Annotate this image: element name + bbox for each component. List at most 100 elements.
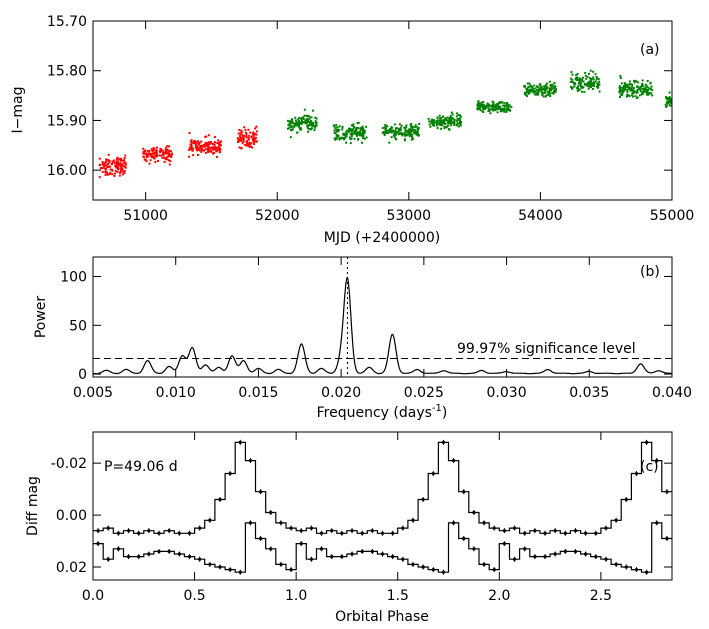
data-point [407, 133, 410, 136]
data-point [114, 161, 117, 164]
data-point [213, 151, 216, 154]
data-point [621, 86, 624, 89]
data-point [628, 94, 631, 97]
data-point [251, 146, 254, 149]
data-point [164, 157, 167, 160]
data-point [400, 131, 403, 134]
data-point [477, 100, 480, 103]
data-point [578, 82, 581, 85]
data-point [578, 80, 581, 83]
data-point [311, 127, 314, 130]
data-point [299, 127, 302, 130]
data-point [121, 163, 124, 166]
data-point [111, 161, 114, 164]
data-point [500, 101, 503, 104]
data-point [210, 150, 213, 153]
data-point [211, 147, 214, 150]
data-point [440, 121, 443, 124]
data-point [356, 131, 359, 134]
data-point [292, 126, 295, 129]
data-point [363, 137, 366, 140]
data-point [167, 159, 170, 162]
data-point [544, 95, 547, 98]
data-point [213, 141, 216, 144]
data-point [413, 126, 416, 129]
data-point [458, 117, 461, 120]
data-point [641, 93, 644, 96]
data-point [305, 118, 308, 121]
data-point [255, 140, 258, 143]
data-point [162, 154, 165, 157]
data-point [312, 124, 315, 127]
data-point [669, 98, 672, 101]
data-point [202, 149, 205, 152]
data-point [453, 119, 456, 122]
data-point [384, 128, 387, 131]
data-point [533, 90, 536, 93]
data-point [315, 117, 318, 120]
data-point [450, 121, 453, 124]
data-point [116, 160, 119, 163]
panel-b-frame [92, 256, 673, 378]
x-tick-label: 0.5 [183, 588, 205, 604]
data-point [240, 130, 243, 133]
data-point [236, 137, 239, 140]
data-point [293, 124, 296, 127]
data-point [523, 85, 526, 88]
data-point [486, 104, 489, 107]
data-point [448, 120, 451, 123]
data-point [253, 140, 256, 143]
data-point [596, 86, 599, 89]
data-point [644, 86, 647, 89]
data-point [390, 136, 393, 139]
data-point [122, 170, 125, 173]
data-point [218, 147, 221, 150]
data-point [574, 78, 577, 81]
data-point [640, 93, 643, 96]
data-point [397, 127, 400, 130]
data-point [482, 100, 485, 103]
data-point [482, 103, 485, 106]
data-point [361, 130, 364, 133]
data-point [453, 123, 456, 126]
data-point [479, 106, 482, 109]
data-point [338, 138, 341, 141]
data-point [591, 87, 594, 90]
data-point [484, 104, 487, 107]
data-point [452, 120, 455, 123]
data-point [546, 86, 549, 89]
data-point [457, 118, 460, 121]
data-point [356, 134, 359, 137]
data-point [188, 131, 191, 134]
data-point [119, 159, 122, 162]
data-point [314, 116, 317, 119]
data-point [490, 105, 493, 108]
data-point [123, 159, 126, 162]
data-point [453, 121, 456, 124]
data-point [335, 136, 338, 139]
panel-b: 0.005 0.010 0.015 0.020 0.025 0.030 0.035 0.040… [33, 256, 692, 421]
data-point [482, 108, 485, 111]
data-point [459, 123, 462, 126]
data-point [573, 85, 576, 88]
data-point [408, 132, 411, 135]
data-point [190, 145, 193, 148]
data-point [441, 124, 444, 127]
data-point [118, 158, 121, 161]
data-point [638, 86, 641, 89]
data-point [503, 108, 506, 111]
x-tick-label: 0.015 [238, 385, 278, 401]
data-point [199, 146, 202, 149]
data-point [115, 161, 118, 164]
data-point [595, 76, 598, 79]
data-point [345, 135, 348, 138]
data-point [194, 142, 197, 145]
data-point [538, 87, 541, 90]
data-point [104, 161, 107, 164]
data-point [552, 92, 555, 95]
data-point [410, 138, 413, 141]
data-point [645, 88, 648, 91]
data-point [218, 141, 221, 144]
data-point [592, 76, 595, 79]
data-point [411, 129, 414, 132]
